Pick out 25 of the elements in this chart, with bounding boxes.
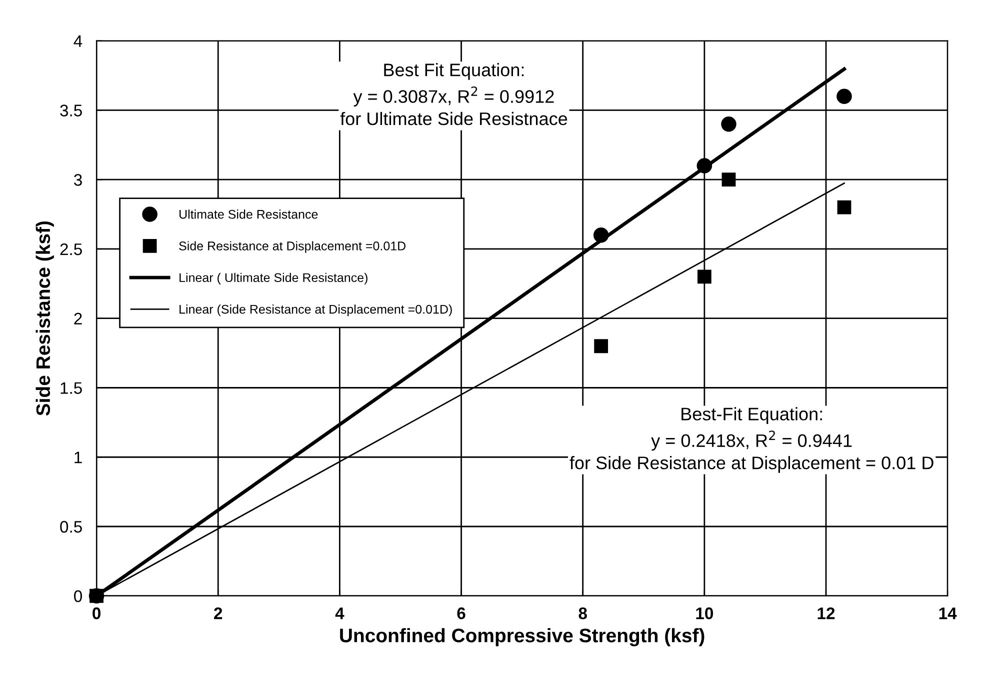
y-axis-title: Side Resistance (ksf) bbox=[36, 222, 54, 416]
y-tick-label: 4 bbox=[74, 35, 82, 47]
annotation: Best-Fit Equation: y = 0.2418x, R$^{2}$ = 0.9441 for Side Resistance at Displacement = 0.01 D bbox=[570, 407, 934, 473]
legend-label: Side Resistance at Displacement =0.01D bbox=[179, 241, 406, 253]
annotation: Best Fit Equation: y = 0.3087x, R$^{2}$ = 0.9912 for Ultimate Side Resistnace bbox=[340, 63, 568, 126]
x-tick-label: 10 bbox=[696, 607, 714, 620]
legend-label: Linear ( Ultimate Side Resistance) bbox=[180, 272, 368, 285]
y-tick-label: 3.5 bbox=[60, 104, 82, 116]
x-axis-title: Unconfined Compressive Strength (ksf) bbox=[340, 628, 704, 646]
x-tick-label: 8 bbox=[578, 607, 587, 620]
legend-label: Ultimate Side Resistance bbox=[180, 210, 318, 219]
x-tick-label: 4 bbox=[335, 608, 344, 620]
x-tick-label: 12 bbox=[818, 607, 835, 620]
y-tick-label: 2 bbox=[74, 312, 82, 324]
x-tick-label: 2 bbox=[214, 607, 222, 620]
y-tick-label: 1.5 bbox=[60, 382, 82, 394]
y-tick-label: 3 bbox=[74, 174, 82, 186]
y-tick-label: 0.5 bbox=[60, 520, 82, 533]
x-tick-label: 6 bbox=[457, 607, 466, 620]
y-tick-label: 2.5 bbox=[60, 243, 82, 256]
legend-label: Linear (Side Resistance at Displacement =0.01D) bbox=[180, 304, 452, 316]
y-tick-label: 1 bbox=[74, 452, 82, 464]
x-tick-label: 14 bbox=[939, 608, 957, 620]
x-tick-label: 0 bbox=[92, 607, 100, 620]
y-tick-label: 0 bbox=[74, 590, 82, 602]
